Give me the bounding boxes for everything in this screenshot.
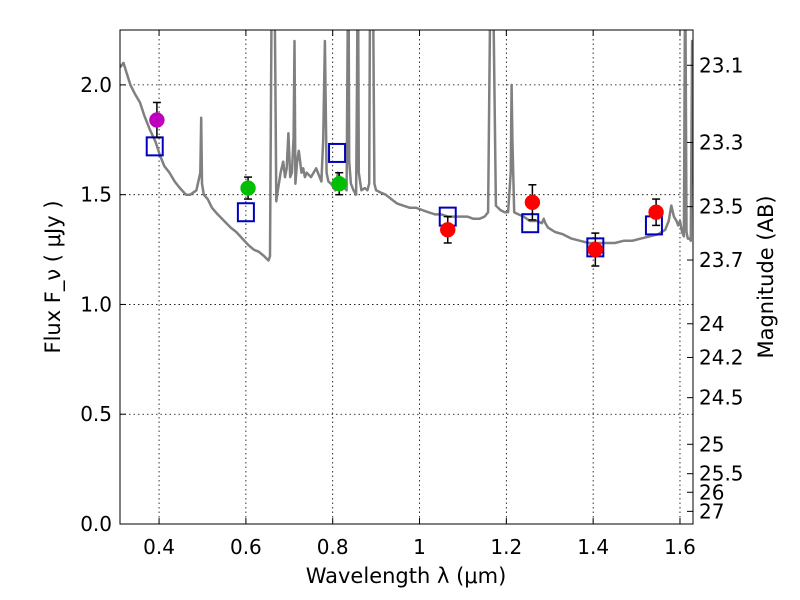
observed-point xyxy=(240,180,256,196)
x-tick-label: 1.4 xyxy=(577,535,609,559)
template-spectrum-line xyxy=(120,30,693,262)
mag-tick-label: 23.1 xyxy=(699,53,744,77)
mag-tick-label: 27 xyxy=(699,499,724,523)
y-tick-label: 2.0 xyxy=(80,73,112,97)
observed-point xyxy=(648,204,664,220)
y-tick-label: 0.0 xyxy=(80,512,112,536)
mag-tick-label: 26 xyxy=(699,480,724,504)
model-point xyxy=(521,213,540,234)
model-photometry xyxy=(145,136,663,258)
y-axis-label: Flux F_ν ( μJy ) xyxy=(41,200,66,353)
mag-tick-label: 23.5 xyxy=(699,195,744,219)
y-tick-label: 1.0 xyxy=(80,292,112,316)
observed-point xyxy=(149,112,165,128)
y-axis-right-label: Magnitude (AB) xyxy=(754,195,778,358)
mag-tick-label: 23.3 xyxy=(699,130,744,154)
x-tick-label: 1 xyxy=(413,535,426,559)
x-tick-label: 0.4 xyxy=(143,535,175,559)
model-point xyxy=(328,142,347,163)
mag-tick-label: 24 xyxy=(699,312,724,336)
mag-tick-label: 23.7 xyxy=(699,248,744,272)
mag-tick-label: 25 xyxy=(699,432,724,456)
x-tick-label: 1.6 xyxy=(664,535,696,559)
x-tick-label: 1.2 xyxy=(490,535,522,559)
y-tick-label: 1.5 xyxy=(80,183,112,207)
x-tick-label: 0.8 xyxy=(317,535,349,559)
observed-point xyxy=(439,222,456,238)
axis-tick-labels: 0.4 0.6 0.8 1 1.2 1.4 1.6 0.0 0.5 1.0 1.5 2.0 23.1 23… xyxy=(80,53,743,559)
x-tick-label: 0.6 xyxy=(230,535,262,559)
grid-lines xyxy=(120,30,693,525)
y-tick-label: 0.5 xyxy=(80,402,112,426)
observed-point xyxy=(524,194,541,211)
mag-tick-label: 25.5 xyxy=(699,462,744,486)
mag-tick-label: 24.5 xyxy=(699,386,744,410)
model-point xyxy=(236,202,255,223)
x-axis-label: Wavelength λ (μm) xyxy=(306,564,507,588)
mag-tick-label: 24.2 xyxy=(699,345,744,369)
observed-point xyxy=(587,241,604,258)
template-spectrum xyxy=(120,30,693,262)
plot-frame xyxy=(119,29,694,525)
observed-point xyxy=(331,175,347,192)
axis-ticks xyxy=(120,30,693,525)
observed-photometry xyxy=(149,101,664,267)
